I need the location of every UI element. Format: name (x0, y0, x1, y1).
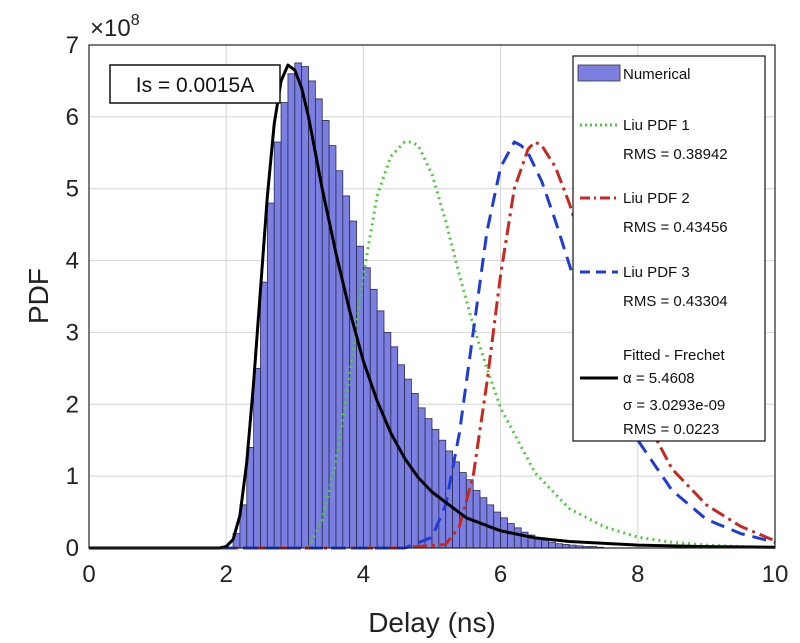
y-tick-label: 1 (66, 463, 79, 490)
y-axis-label: PDF (23, 268, 54, 324)
y-tick-label: 2 (66, 391, 79, 418)
series-line-fitted-frechet (89, 63, 776, 550)
histogram-bar (548, 541, 556, 549)
histogram-bar (362, 267, 371, 549)
histogram-bar (342, 195, 351, 549)
annotation-text: Is = 0.0015A (136, 74, 255, 97)
histogram-bars (232, 62, 604, 549)
histogram-bar (335, 170, 344, 549)
legend-rms-liu-pdf-1: RMS = 0.38942 (623, 146, 728, 163)
y-axis-multiplier-exponent: 8 (131, 12, 140, 29)
x-axis-label: Delay (ns) (368, 607, 496, 638)
histogram-bar (260, 281, 268, 549)
histogram-bar (273, 141, 282, 549)
histogram-bar (513, 527, 522, 549)
legend-label-liu-pdf-2: Liu PDF 2 (623, 190, 690, 207)
legend-param-alpha: α = 5.4608 (623, 370, 695, 387)
histogram-bar (376, 310, 385, 549)
y-tick-label: 0 (66, 535, 79, 562)
y-axis-multiplier: ×108 (90, 12, 140, 42)
x-tick-label: 0 (82, 561, 95, 588)
histogram-bar (507, 523, 515, 549)
y-axis-ticks: 0 1 2 3 4 5 6 7 (66, 32, 79, 562)
plot-frame (88, 44, 776, 549)
series-line-liu-pdf-3 (89, 140, 776, 550)
legend-label-fitted-frechet: Fitted - Frechet (623, 347, 726, 364)
y-tick-label: 5 (66, 176, 79, 203)
y-tick-label: 3 (66, 319, 79, 346)
histogram-bar (383, 332, 392, 549)
x-tick-label: 8 (631, 561, 644, 588)
y-tick-label: 7 (66, 32, 79, 59)
histogram-bar (555, 543, 563, 549)
x-tick-label: 4 (357, 561, 370, 588)
legend-param-sigma: σ = 3.0293e-09 (623, 397, 725, 414)
legend-label-numerical: Numerical (623, 66, 691, 83)
histogram-bar (452, 461, 460, 549)
annotation-box: Is = 0.0015A (109, 64, 281, 104)
histogram-bar (541, 539, 550, 549)
histogram-bar (424, 418, 433, 549)
histogram-bar (438, 439, 447, 549)
x-tick-label: 10 (762, 561, 789, 588)
legend-rms-liu-pdf-3: RMS = 0.43304 (623, 293, 728, 310)
legend-swatch-numerical (577, 64, 621, 82)
histogram-bar (301, 66, 309, 549)
legend: Numerical Liu PDF 1 RMS = 0.38942 Liu PD… (572, 55, 766, 442)
histogram-bar (266, 202, 275, 549)
y-tick-label: 6 (66, 104, 79, 131)
legend-param-rms: RMS = 0.0223 (623, 421, 719, 438)
histogram-bar (356, 245, 364, 549)
histogram-bar (459, 472, 467, 549)
histogram-bar (349, 220, 357, 549)
legend-label-liu-pdf-3: Liu PDF 3 (623, 264, 690, 281)
histogram-bar (369, 288, 378, 549)
histogram-bar (390, 346, 399, 549)
y-tick-label: 4 (66, 248, 79, 275)
histogram-bar (321, 120, 330, 549)
histogram-bar (294, 62, 303, 549)
histogram-bar (253, 367, 261, 549)
x-axis-ticks: 0 2 4 6 8 10 (82, 561, 788, 588)
legend-label-liu-pdf-1: Liu PDF 1 (623, 117, 690, 134)
x-tick-label: 2 (220, 561, 233, 588)
histogram-bar (287, 73, 296, 549)
x-tick-label: 6 (494, 561, 507, 588)
legend-rms-liu-pdf-2: RMS = 0.43456 (623, 219, 728, 236)
histogram-bar (280, 102, 289, 549)
histogram-bar (328, 145, 337, 549)
